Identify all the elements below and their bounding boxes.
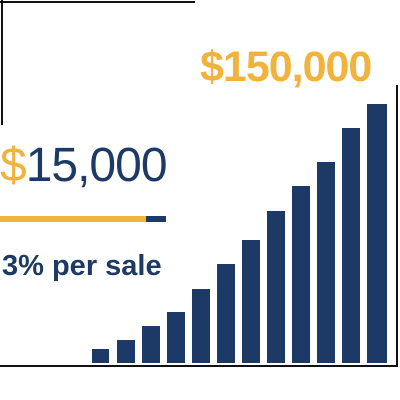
bar [92,349,109,363]
bar [342,128,360,363]
bar [167,312,185,363]
commission-rate: 3% per sale [2,250,162,282]
bar [292,186,310,363]
goal-amount: $150,000 [200,43,372,91]
progress-remainder [146,216,166,222]
bar [142,326,160,363]
frame [0,0,398,367]
growth-bars [92,104,387,363]
bar [317,162,335,363]
bar [242,240,260,363]
bar [367,104,387,363]
earnings-amount: $15,000 [0,139,168,192]
bar [117,340,135,363]
progress-fill [0,216,146,222]
bar [192,289,210,363]
bar [217,264,235,363]
bar [267,211,285,363]
